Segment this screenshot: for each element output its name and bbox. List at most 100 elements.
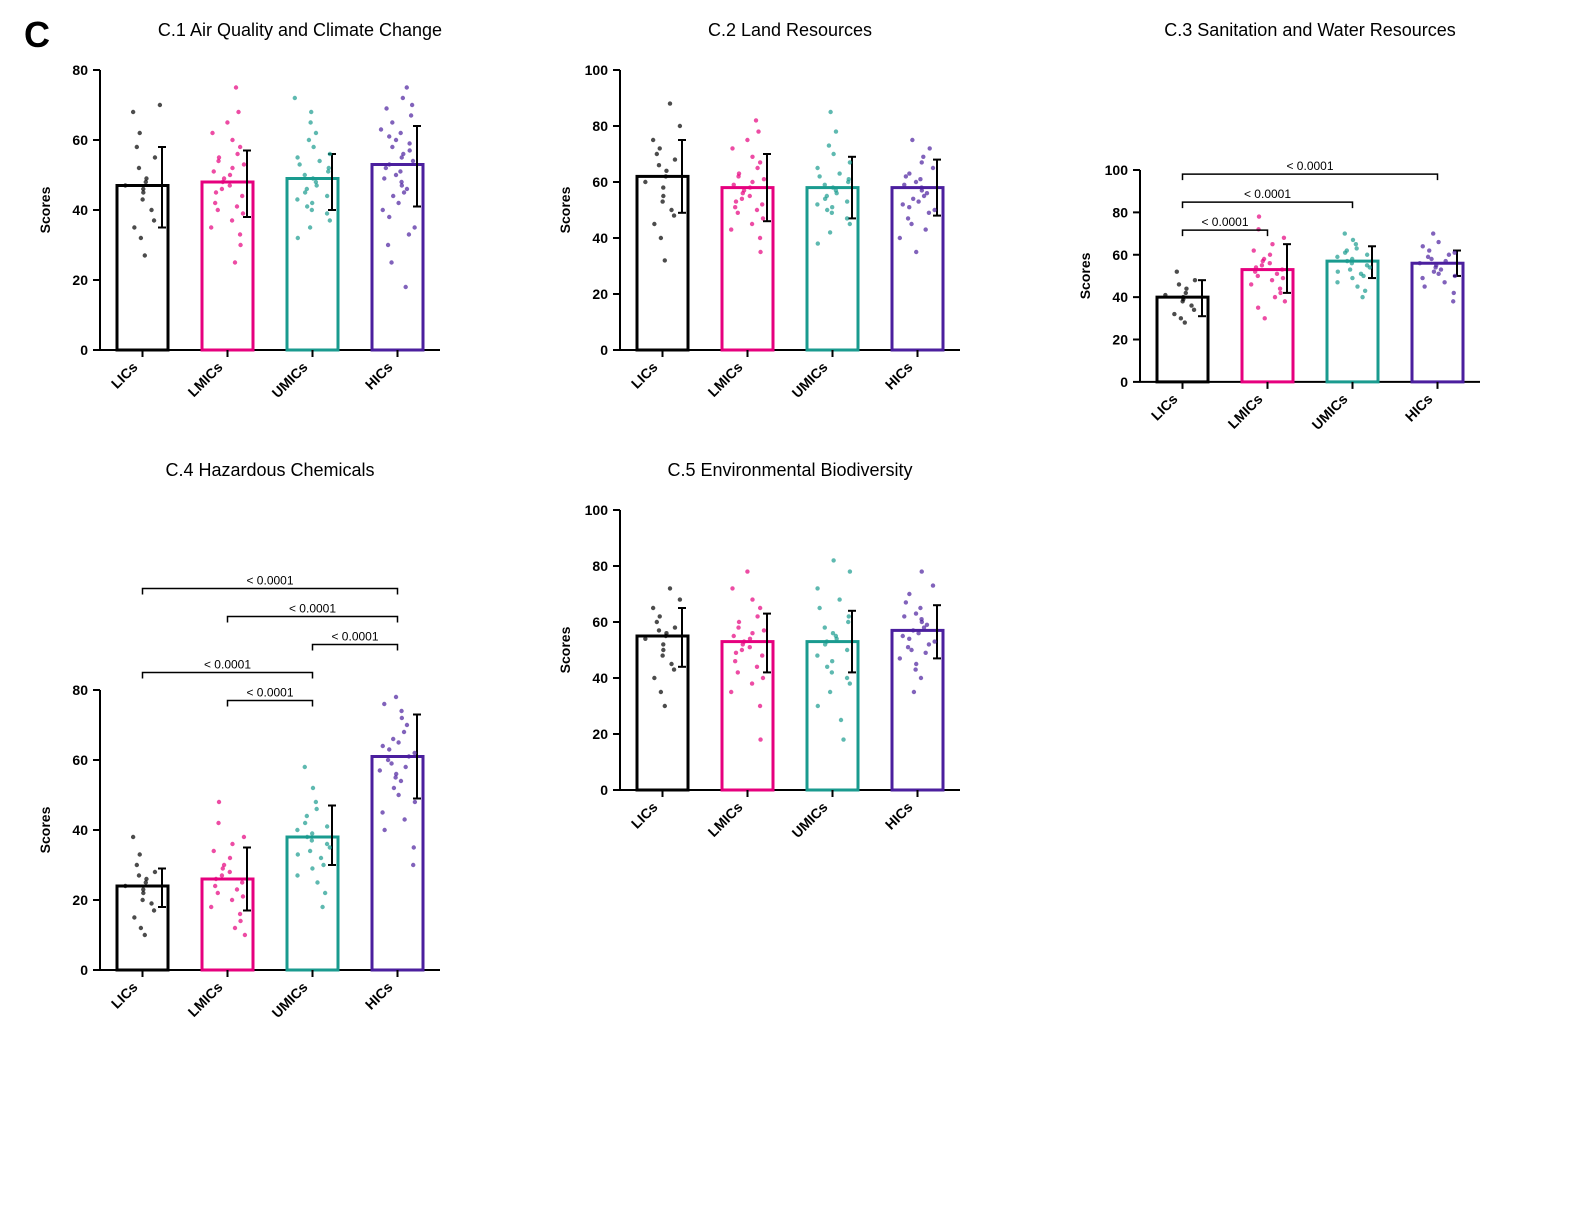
scatter-point [1278, 291, 1282, 295]
scatter-point [1184, 286, 1188, 290]
scatter-point [756, 129, 760, 133]
scatter-point [137, 166, 141, 170]
y-axis-label: Scores [557, 186, 573, 233]
significance-label: < 0.0001 [1286, 159, 1333, 173]
scatter-point [394, 772, 398, 776]
scatter-point [901, 202, 905, 206]
scatter-point [758, 160, 762, 164]
chart-c3: 020406080100ScoresLICsLMICsUMICsHICs< 0.… [1060, 50, 1500, 450]
scatter-point [643, 180, 647, 184]
significance-label: < 0.0001 [1201, 215, 1248, 229]
scatter-point [387, 162, 391, 166]
scatter-point [823, 183, 827, 187]
scatter-point [311, 176, 315, 180]
scatter-point [909, 222, 913, 226]
scatter-point [932, 208, 936, 212]
scatter-point [652, 222, 656, 226]
scatter-point [238, 243, 242, 247]
scatter-point [902, 183, 906, 187]
scatter-point [643, 637, 647, 641]
scatter-point [758, 606, 762, 610]
scatter-point [928, 146, 932, 150]
scatter-point [729, 690, 733, 694]
scatter-point [293, 96, 297, 100]
scatter-point [927, 211, 931, 215]
scatter-point [661, 194, 665, 198]
scatter-point [158, 103, 162, 107]
scatter-point [387, 215, 391, 219]
scatter-point [1360, 295, 1364, 299]
scatter-point [659, 236, 663, 240]
scatter-point [1359, 272, 1363, 276]
scatter-point [390, 120, 394, 124]
scatter-point [911, 628, 915, 632]
scatter-point [1443, 259, 1447, 263]
scatter-point [672, 667, 676, 671]
scatter-point [220, 873, 224, 877]
scatter-point [1249, 282, 1253, 286]
scatter-point [906, 645, 910, 649]
scatter-point [923, 227, 927, 231]
scatter-point [217, 155, 221, 159]
scatter-point [834, 129, 838, 133]
scatter-point [733, 659, 737, 663]
scatter-point [825, 194, 829, 198]
scatter-point [914, 611, 918, 615]
scatter-point [657, 628, 661, 632]
scatter-point [914, 250, 918, 254]
bar-LMICs [202, 879, 253, 970]
scatter-point [1273, 295, 1277, 299]
ytick-label: 80 [72, 682, 88, 698]
scatter-point [396, 740, 400, 744]
scatter-point [296, 852, 300, 856]
scatter-point [379, 127, 383, 131]
scatter-point [228, 856, 232, 860]
scatter-point [831, 185, 835, 189]
scatter-point [387, 747, 391, 751]
bar-LMICs [722, 188, 773, 350]
scatter-point [1436, 272, 1440, 276]
scatter-point [1447, 253, 1451, 257]
scatter-point [325, 194, 329, 198]
ytick-label: 40 [592, 670, 608, 686]
scatter-point [228, 173, 232, 177]
scatter-point [411, 863, 415, 867]
scatter-point [660, 653, 664, 657]
scatter-point [399, 709, 403, 713]
bar-HICs [372, 165, 423, 351]
scatter-point [131, 835, 135, 839]
scatter-point [1184, 291, 1188, 295]
bar-LMICs [202, 182, 253, 350]
scatter-point [1420, 276, 1424, 280]
panel-c1: C C.1 Air Quality and Climate Change 020… [20, 20, 520, 450]
category-label: HICs [362, 359, 396, 393]
bar-UMICs [287, 837, 338, 970]
scatter-point [394, 695, 398, 699]
scatter-point [131, 110, 135, 114]
scatter-point [1363, 289, 1367, 293]
scatter-point [920, 569, 924, 573]
scatter-point [140, 197, 144, 201]
y-axis-label: Scores [557, 626, 573, 673]
scatter-point [405, 187, 409, 191]
scatter-point [748, 637, 752, 641]
bar-UMICs [807, 642, 858, 790]
scatter-point [828, 230, 832, 234]
scatter-point [661, 648, 665, 652]
scatter-point [732, 183, 736, 187]
scatter-point [904, 600, 908, 604]
ytick-label: 20 [592, 286, 608, 302]
scatter-point [828, 690, 832, 694]
scatter-point [389, 260, 393, 264]
scatter-point [730, 586, 734, 590]
chart-c1: 020406080ScoresLICsLMICsUMICsHICs [20, 50, 460, 450]
scatter-point [733, 205, 737, 209]
scatter-point [663, 704, 667, 708]
scatter-point [830, 659, 834, 663]
scatter-point [920, 160, 924, 164]
scatter-point [230, 218, 234, 222]
scatter-point [658, 146, 662, 150]
chart-c5: 020406080100ScoresLICsLMICsUMICsHICs [540, 490, 980, 1090]
scatter-point [755, 208, 759, 212]
scatter-point [1163, 293, 1167, 297]
